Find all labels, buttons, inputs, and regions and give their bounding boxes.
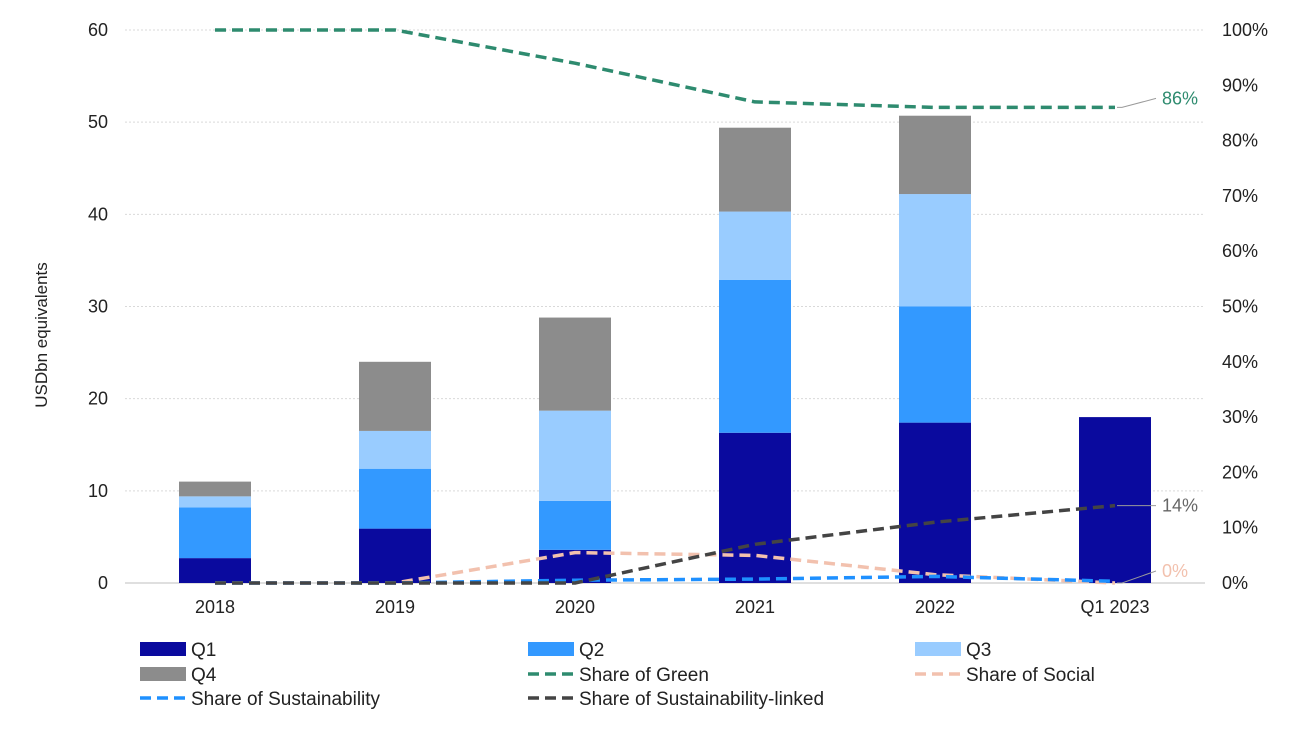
bar-q2-2020 xyxy=(539,500,611,550)
y2-tick-label: 0% xyxy=(1222,573,1248,593)
bar-q4-2018 xyxy=(179,481,251,497)
y2-tick-label: 60% xyxy=(1222,241,1258,261)
line-end-labels: 86% 0% 14% xyxy=(1117,88,1198,584)
y-tick-label: 20 xyxy=(88,389,108,409)
y2-tick-label: 90% xyxy=(1222,75,1258,95)
legend-label-share-of-green: Share of Green xyxy=(579,665,709,686)
leader-share-of-social xyxy=(1117,570,1157,584)
bar-q2-2018 xyxy=(179,507,251,559)
y2-tick-label: 80% xyxy=(1222,131,1258,151)
bar-q1-2020 xyxy=(539,549,611,583)
line-share-of-sustainability xyxy=(215,574,1116,585)
bar-q1-q1-2023 xyxy=(1079,417,1151,583)
legend-swatch-q3 xyxy=(915,642,961,656)
legend-label-share-of-sustainability-linked: Share of Sustainability-linked xyxy=(579,689,824,710)
bar-q1-2022 xyxy=(899,422,971,583)
bar-q3-2021 xyxy=(719,211,791,280)
legend-label-q4: Q4 xyxy=(191,665,217,686)
y2-tick-label: 50% xyxy=(1222,297,1258,317)
end-label-share-of-green: 86% xyxy=(1162,88,1198,108)
legend-swatch-q2 xyxy=(528,642,574,656)
share-lines xyxy=(215,28,1116,585)
legend-swatch-q1 xyxy=(140,642,186,656)
bar-q3-2018 xyxy=(179,496,251,508)
y-axis-label: USDbn equivalents xyxy=(32,262,51,408)
x-tick-label: 2022 xyxy=(915,597,955,617)
y-tick-label: 30 xyxy=(88,297,108,317)
legend-label-q3: Q3 xyxy=(966,640,991,661)
y-tick-label: 60 xyxy=(88,20,108,40)
legend-label-share-of-sustainability: Share of Sustainability xyxy=(191,689,381,710)
y-tick-label: 50 xyxy=(88,112,108,132)
bar-q3-2019 xyxy=(359,430,431,469)
legend-label-q1: Q1 xyxy=(191,640,216,661)
legend-swatch-q4 xyxy=(140,667,186,681)
y-tick-label: 0 xyxy=(98,573,108,593)
bar-q1-2018 xyxy=(179,558,251,583)
line-share-of-sustainability-linked xyxy=(215,503,1116,585)
line-share-of-green xyxy=(215,28,1115,110)
left-axis-ticks: 0 10 20 30 40 50 60 xyxy=(88,20,108,593)
x-tick-label: 2020 xyxy=(555,597,595,617)
bar-stacks xyxy=(179,115,1151,583)
y-tick-label: 10 xyxy=(88,481,108,501)
y-tick-label: 40 xyxy=(88,204,108,224)
bar-q4-2021 xyxy=(719,127,791,212)
bar-q2-2022 xyxy=(899,306,971,423)
legend-label-q2: Q2 xyxy=(579,640,604,661)
end-label-share-of-social: 0% xyxy=(1162,561,1188,581)
bar-q1-2019 xyxy=(359,528,431,583)
gridlines xyxy=(125,29,1205,492)
x-tick-label: Q1 2023 xyxy=(1080,597,1149,617)
bar-q4-2022 xyxy=(899,115,971,195)
bar-q4-2020 xyxy=(539,317,611,411)
bar-q3-2020 xyxy=(539,410,611,501)
right-axis-ticks: 0% 10% 20% 30% 40% 50% 60% 70% 80% 90% 100% xyxy=(1222,20,1268,593)
x-axis-ticks: 2018 2019 2020 2021 2022 Q1 2023 xyxy=(195,597,1150,617)
bar-q3-2022 xyxy=(899,194,971,307)
bar-q1-2021 xyxy=(719,432,791,583)
y2-tick-label: 30% xyxy=(1222,407,1258,427)
legend-label-share-of-social: Share of Social xyxy=(966,665,1095,686)
x-tick-label: 2018 xyxy=(195,597,235,617)
legend: Q1 Q2 Q3 Q4 Share of Green Share of Social Sha… xyxy=(140,640,1095,710)
x-tick-label: 2021 xyxy=(735,597,775,617)
leader-share-of-green xyxy=(1117,97,1157,108)
y2-tick-label: 100% xyxy=(1222,20,1268,40)
bar-q2-2021 xyxy=(719,279,791,433)
y2-tick-label: 40% xyxy=(1222,352,1258,372)
bar-q4-2019 xyxy=(359,361,431,431)
y2-tick-label: 10% xyxy=(1222,518,1258,538)
end-label-share-of-sustainability-linked: 14% xyxy=(1162,496,1198,516)
x-tick-label: 2019 xyxy=(375,597,415,617)
bar-q2-2019 xyxy=(359,468,431,529)
y2-tick-label: 70% xyxy=(1222,186,1258,206)
y2-tick-label: 20% xyxy=(1222,462,1258,482)
